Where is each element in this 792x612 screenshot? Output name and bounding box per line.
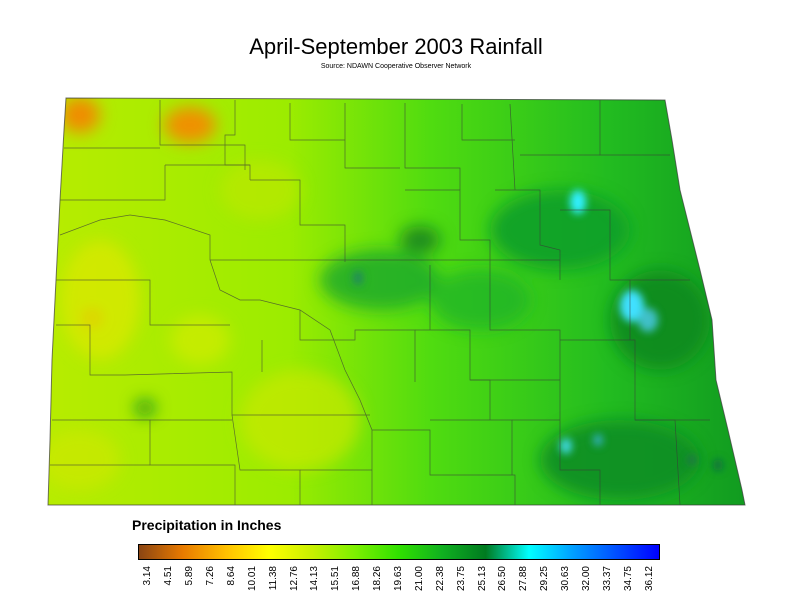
legend-tick-label: 33.37 xyxy=(601,566,613,592)
legend-tick-label: 27.88 xyxy=(518,566,530,592)
legend-tick-label: 12.76 xyxy=(288,566,300,592)
legend-ticks: 3.14 4.51 5.89 7.26 8.64 10.01 11.38 12.76 14.13… xyxy=(0,566,792,612)
legend-tick-label: 19.63 xyxy=(393,566,404,592)
legend-title: Precipitation in Inches xyxy=(132,517,282,533)
legend-color-bar xyxy=(138,544,660,560)
legend-tick-label: 7.26 xyxy=(205,566,217,586)
legend-tick-label: 11.38 xyxy=(267,566,279,591)
legend-tick-label: 5.89 xyxy=(184,566,196,586)
precipitation-field xyxy=(48,98,745,505)
legend-tick-label: 22.38 xyxy=(434,566,446,592)
legend-tick-label: 26.50 xyxy=(497,566,509,592)
map-subtitle: Source: NDAWN Cooperative Observer Netwo… xyxy=(320,63,472,70)
legend-tick-label: 30.63 xyxy=(560,566,572,592)
legend-tick-label: 15.51 xyxy=(330,566,342,592)
legend-tick-label: 3.14 xyxy=(142,566,154,586)
legend-tick-label: 34.75 xyxy=(622,566,634,592)
legend-tick-label: 21.00 xyxy=(413,566,425,592)
legend-tick-label: 4.51 xyxy=(163,566,175,586)
legend-tick-label: 32.00 xyxy=(580,566,592,592)
map-title: April-September 2003 Rainfall xyxy=(249,34,543,59)
legend-tick-label: 16.88 xyxy=(351,566,363,592)
legend-tick-label: 8.64 xyxy=(225,566,237,586)
legend-tick-label: 10.01 xyxy=(246,566,258,592)
legend-tick-label: 25.13 xyxy=(476,566,488,592)
legend-tick-label: 23.75 xyxy=(455,566,467,592)
legend-tick-label: 14.13 xyxy=(309,566,321,592)
legend-tick-label: 36.12 xyxy=(643,566,655,592)
legend-tick-label: 18.26 xyxy=(372,566,384,592)
legend-tick-label: 29.25 xyxy=(539,566,551,592)
county-boundaries xyxy=(47,97,746,506)
